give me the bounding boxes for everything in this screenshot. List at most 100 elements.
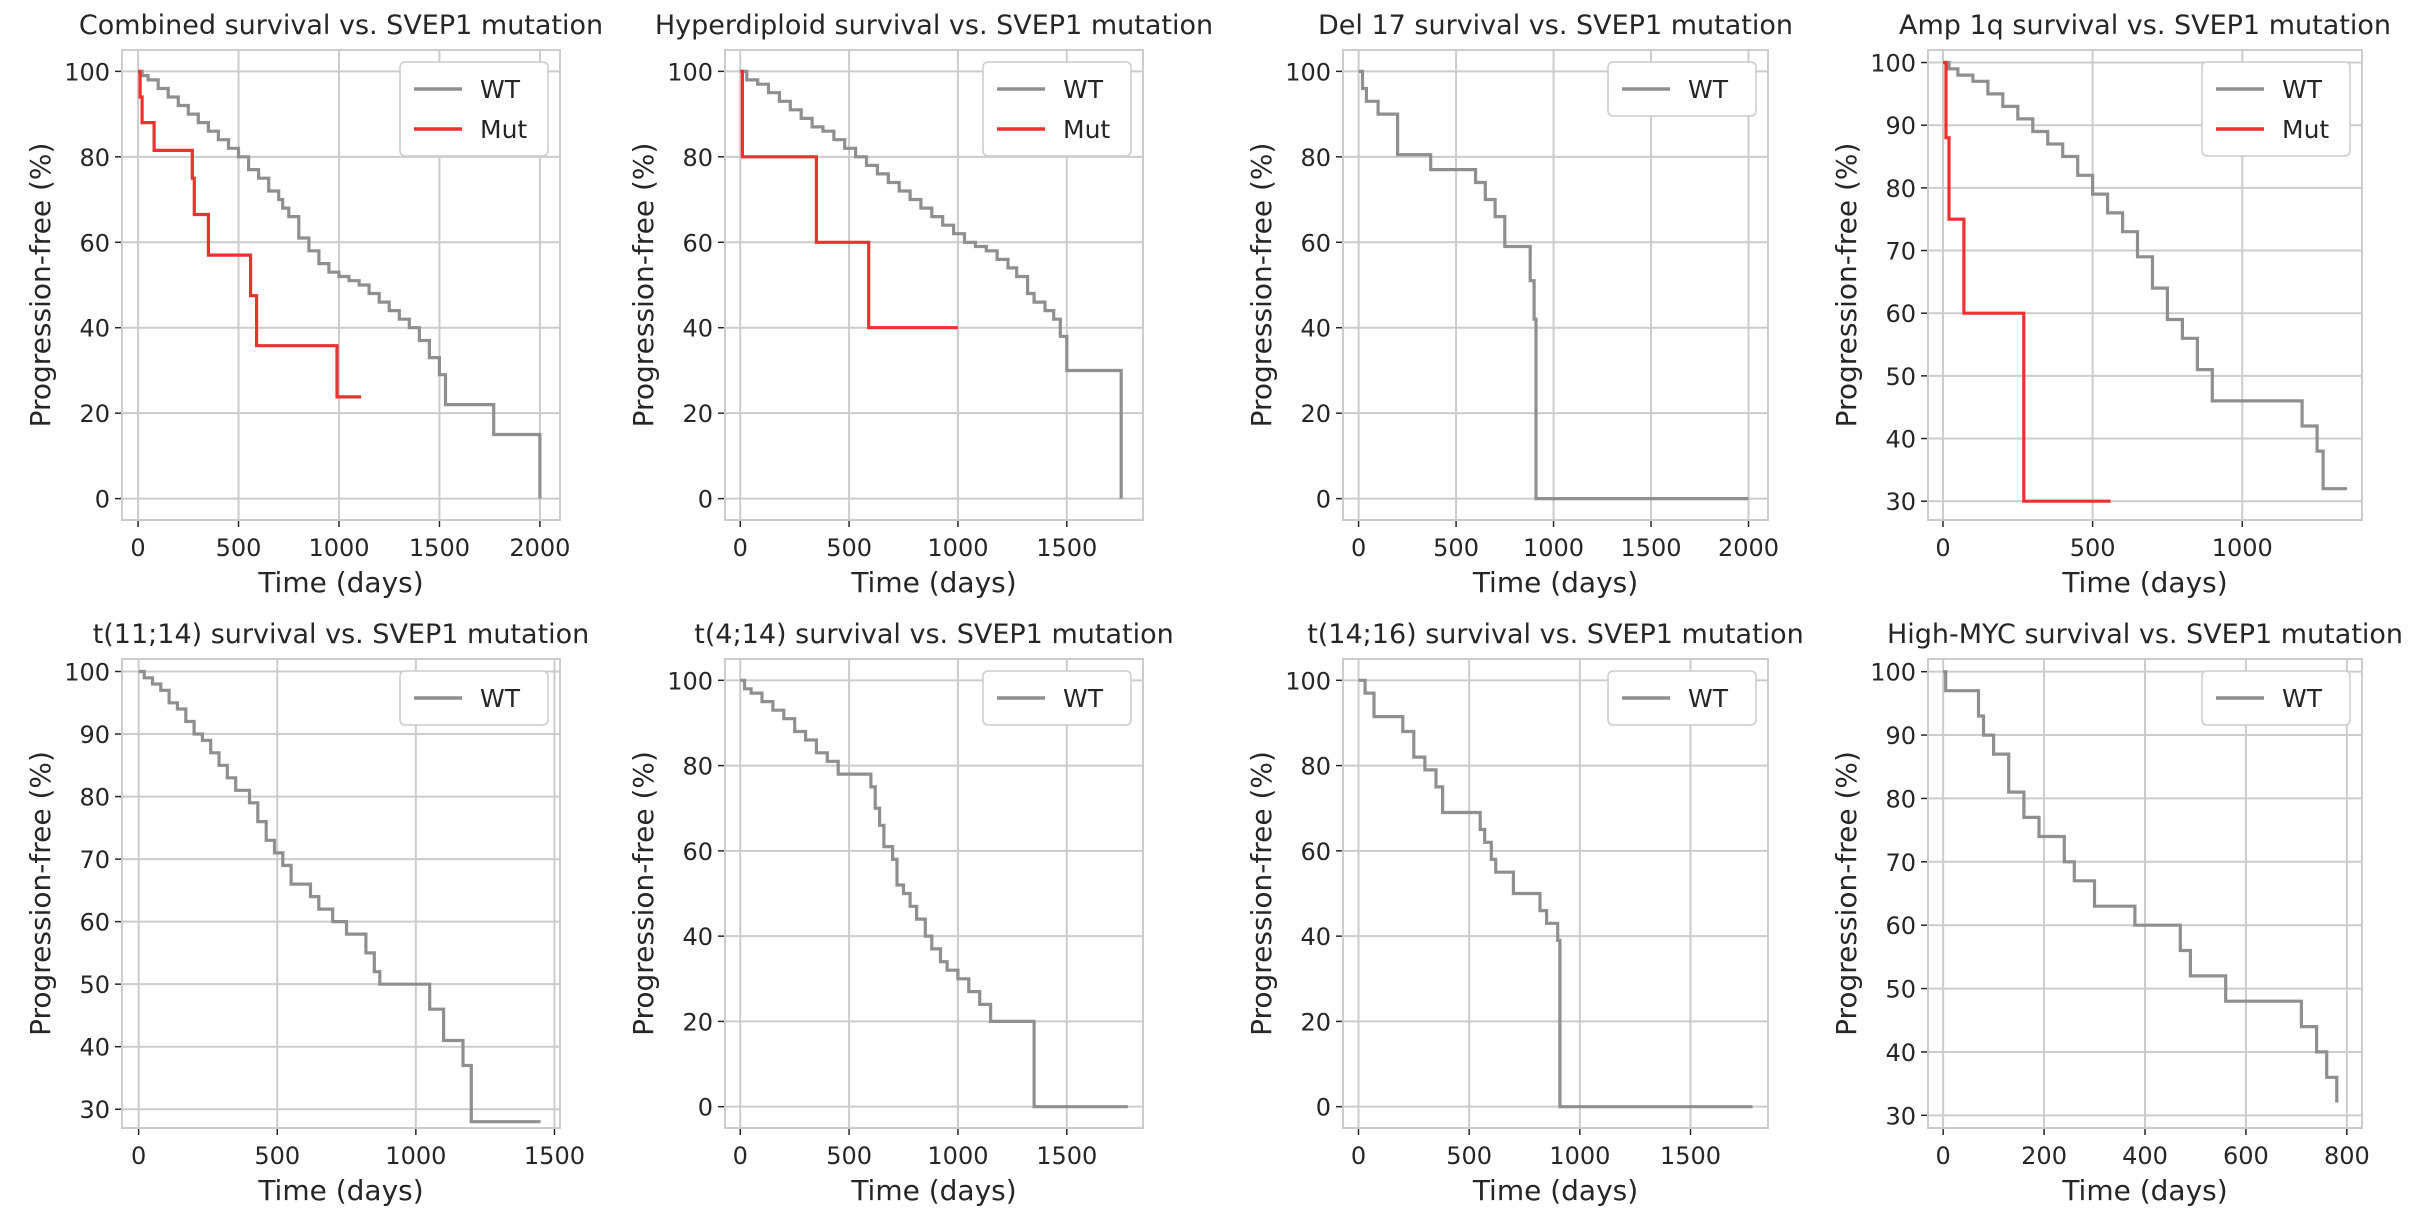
x-tick-label: 1000 <box>385 1142 446 1170</box>
y-tick-label: 20 <box>1300 400 1331 428</box>
series-mut-line <box>138 69 362 399</box>
x-tick-label: 500 <box>216 534 262 562</box>
y-tick-label: 30 <box>79 1096 110 1124</box>
x-tick-label: 1000 <box>927 534 988 562</box>
y-tick-label: 50 <box>1885 363 1916 391</box>
legend: WT <box>2201 670 2351 726</box>
x-tick-label: 2000 <box>1718 534 1779 562</box>
y-tick-label: 90 <box>79 721 110 749</box>
axes-frame <box>121 658 561 1129</box>
x-tick-label: 500 <box>826 1142 872 1170</box>
y-tick-label: 40 <box>682 315 713 343</box>
y-tick-label: 40 <box>1300 923 1331 951</box>
y-tick-label: 20 <box>1300 1008 1331 1036</box>
y-tick-label: 60 <box>1885 912 1916 940</box>
x-axis-label: Time (days) <box>850 1174 1016 1207</box>
x-axis-label: Time (days) <box>2061 1174 2227 1207</box>
y-axis-label: Progression-free (%) <box>1830 751 1863 1036</box>
plot-title: t(4;14) survival vs. SVEP1 mutation <box>694 619 1173 650</box>
subplot-6: 0 500 1000 1500 0 20 40 60 80 100 t(4;14) survival… <box>627 619 1174 1207</box>
plot-title: Combined survival vs. SVEP1 mutation <box>79 10 603 41</box>
legend-box <box>1607 670 1757 726</box>
x-axis-label: Time (days) <box>257 566 423 599</box>
x-tick-label: 1500 <box>1036 1142 1097 1170</box>
legend: WT <box>982 670 1132 726</box>
y-tick-label: 0 <box>698 486 713 514</box>
x-tick-label: 500 <box>826 534 872 562</box>
y-tick-label: 20 <box>682 400 713 428</box>
y-tick-label: 40 <box>1885 426 1916 454</box>
y-tick-label: 80 <box>79 144 110 172</box>
x-tick-label: 1000 <box>1549 1142 1610 1170</box>
y-axis-label: Progression-free (%) <box>1245 751 1278 1036</box>
subplot-5: 0 500 1000 1500 30 40 50 60 70 80 90 100 t(11;14) su… <box>24 619 589 1207</box>
plot-title: Del 17 survival vs. SVEP1 mutation <box>1318 10 1793 41</box>
y-tick-label: 100 <box>1285 667 1331 695</box>
legend: WT Mut <box>399 61 549 157</box>
y-tick-label: 80 <box>1300 753 1331 781</box>
y-tick-label: 60 <box>682 838 713 866</box>
legend: WT <box>399 670 549 726</box>
x-tick-label: 0 <box>1935 534 1950 562</box>
legend: WT Mut <box>2201 61 2351 157</box>
axes-frame <box>724 49 1144 521</box>
y-tick-label: 60 <box>79 909 110 937</box>
x-axis-label: Time (days) <box>257 1174 423 1207</box>
y-tick-label: 40 <box>682 923 713 951</box>
y-tick-label: 80 <box>1885 175 1916 203</box>
x-tick-label: 1000 <box>1523 534 1584 562</box>
x-tick-label: 0 <box>733 1142 748 1170</box>
y-tick-label: 80 <box>1300 144 1331 172</box>
subplot-4: 0 500 1000 30 40 50 60 70 80 90 100 Amp 1q survival… <box>1830 10 2391 599</box>
y-axis-label: Progression-free (%) <box>24 143 57 428</box>
y-tick-label: 60 <box>682 229 713 257</box>
y-tick-label: 20 <box>682 1008 713 1036</box>
y-tick-label: 40 <box>79 1034 110 1062</box>
y-tick-label: 80 <box>682 753 713 781</box>
subplot-8: 0 200 400 600 800 30 40 50 60 70 80 90 100 High-MYC s… <box>1830 619 2403 1207</box>
y-tick-label: 100 <box>1870 659 1916 687</box>
y-tick-label: 100 <box>1285 58 1331 86</box>
axes-frame <box>1927 49 2363 521</box>
legend: WT Mut <box>982 61 1132 157</box>
series-mut-line <box>740 69 958 330</box>
legend-label-wt: WT <box>1688 75 1729 104</box>
x-axis-label: Time (days) <box>1472 1174 1638 1207</box>
plot-title: t(14;16) survival vs. SVEP1 mutation <box>1307 619 1804 650</box>
subplot-7: 0 500 1000 1500 0 20 40 60 80 100 t(14;16) surviva… <box>1245 619 1804 1207</box>
legend-label-wt: WT <box>1063 684 1104 713</box>
x-tick-label: 0 <box>733 534 748 562</box>
axes-frame <box>1342 49 1769 521</box>
series-wt-line <box>1358 678 1753 1109</box>
y-axis-label: Progression-free (%) <box>24 751 57 1036</box>
plot-title: t(11;14) survival vs. SVEP1 mutation <box>93 619 590 650</box>
legend-label-wt: WT <box>480 684 521 713</box>
y-tick-label: 80 <box>1885 785 1916 813</box>
legend-box <box>982 670 1132 726</box>
x-axis-label: Time (days) <box>850 566 1016 599</box>
x-tick-label: 500 <box>1446 1142 1492 1170</box>
axes-frame <box>1342 658 1769 1129</box>
y-tick-label: 100 <box>64 58 110 86</box>
y-tick-label: 0 <box>1316 1094 1331 1122</box>
series-wt-line <box>1358 69 1749 501</box>
legend: WT <box>1607 61 1757 117</box>
legend-box <box>399 670 549 726</box>
y-tick-label: 90 <box>1885 722 1916 750</box>
x-tick-label: 0 <box>1351 1142 1366 1170</box>
y-tick-label: 90 <box>1885 112 1916 140</box>
x-tick-label: 600 <box>2223 1142 2269 1170</box>
y-tick-label: 40 <box>1300 315 1331 343</box>
y-tick-label: 60 <box>1300 838 1331 866</box>
y-axis-label: Progression-free (%) <box>1245 143 1278 428</box>
y-tick-label: 30 <box>1885 1102 1916 1130</box>
y-tick-label: 80 <box>79 784 110 812</box>
series-wt-line <box>1943 60 2347 491</box>
plot-title: Hyperdiploid survival vs. SVEP1 mutation <box>655 10 1213 41</box>
series-wt-line <box>740 69 1123 499</box>
x-axis-label: Time (days) <box>2061 566 2227 599</box>
legend-box <box>1607 61 1757 117</box>
y-tick-label: 60 <box>79 229 110 257</box>
y-tick-label: 80 <box>682 144 713 172</box>
